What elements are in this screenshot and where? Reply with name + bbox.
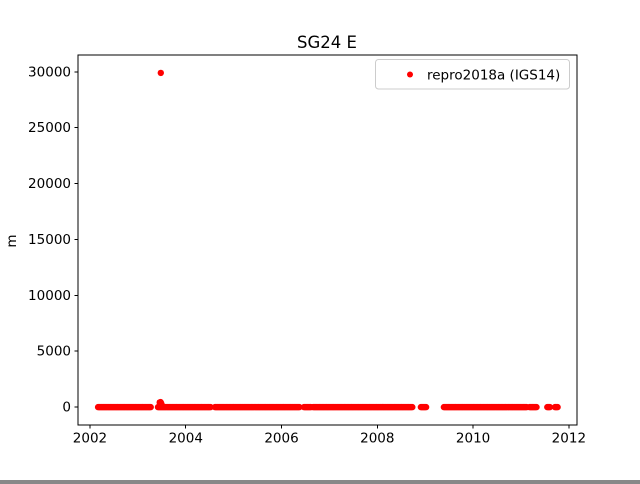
- scatter-points: [94, 69, 561, 411]
- axes-box: [77, 54, 578, 426]
- y-axis-ticks: 0 5000 10000 15000 20000 25000 30000: [28, 64, 78, 416]
- x-tick-label: 2012: [552, 431, 586, 447]
- y-tick-label: 10000: [28, 288, 71, 304]
- legend: repro2018a (IGS14): [375, 59, 570, 90]
- data-point: [207, 403, 214, 411]
- x-axis-ticks: 2002 2004 2006 2008 2010 2012: [73, 425, 586, 447]
- y-tick-label: 30000: [28, 64, 71, 80]
- legend-frame: [375, 59, 570, 90]
- x-tick-label: 2004: [169, 431, 203, 447]
- x-tick-label: 2010: [456, 431, 490, 447]
- data-point: [533, 403, 540, 411]
- data-point: [296, 403, 303, 411]
- chart-title: SG24 E: [297, 33, 357, 52]
- y-axis-label: m: [4, 234, 20, 247]
- y-tick-label: 0: [62, 400, 71, 416]
- data-point: [422, 403, 430, 411]
- x-tick-label: 2006: [264, 431, 298, 447]
- x-tick-label: 2008: [360, 431, 394, 447]
- data-point: [546, 403, 554, 411]
- legend-entry-label: repro2018a (IGS14): [427, 68, 560, 84]
- legend-marker-icon: [407, 71, 413, 78]
- data-point: [554, 403, 561, 411]
- y-tick-label: 5000: [37, 344, 71, 360]
- data-point: [159, 403, 166, 410]
- x-tick-label: 2002: [73, 431, 107, 447]
- y-tick-label: 25000: [28, 120, 71, 136]
- y-tick-label: 15000: [28, 232, 71, 248]
- y-tick-label: 20000: [28, 176, 71, 192]
- data-point: [147, 403, 154, 411]
- data-point: [409, 403, 416, 411]
- data-point: [157, 69, 164, 77]
